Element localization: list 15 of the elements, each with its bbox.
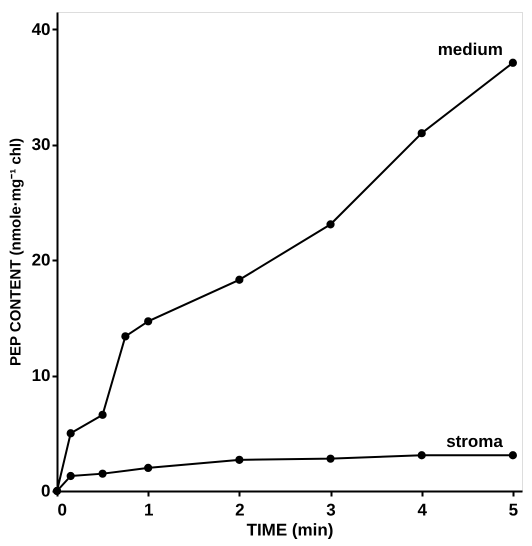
x-tick-label: 1: [144, 500, 154, 520]
y-tick-label: 30: [32, 135, 50, 154]
x-tick-label: 5: [508, 500, 518, 520]
y-tick-label: 20: [32, 250, 50, 270]
x-tick-label: 0: [58, 500, 67, 520]
series-label: medium: [438, 40, 503, 59]
x-tick-label: 2: [235, 500, 245, 520]
y-tick-label: 40: [32, 20, 50, 39]
x-tick-label: 3: [326, 500, 336, 520]
x-tick-label: 4: [417, 500, 428, 520]
y-tick-label: 0: [41, 482, 50, 500]
x-axis-title: TIME (min): [246, 520, 334, 540]
y-tick-label: 10: [32, 366, 50, 386]
y-axis-title: PEP CONTENT (nmole·mg⁻¹ chl): [8, 138, 25, 366]
series-label: stroma: [446, 432, 504, 452]
